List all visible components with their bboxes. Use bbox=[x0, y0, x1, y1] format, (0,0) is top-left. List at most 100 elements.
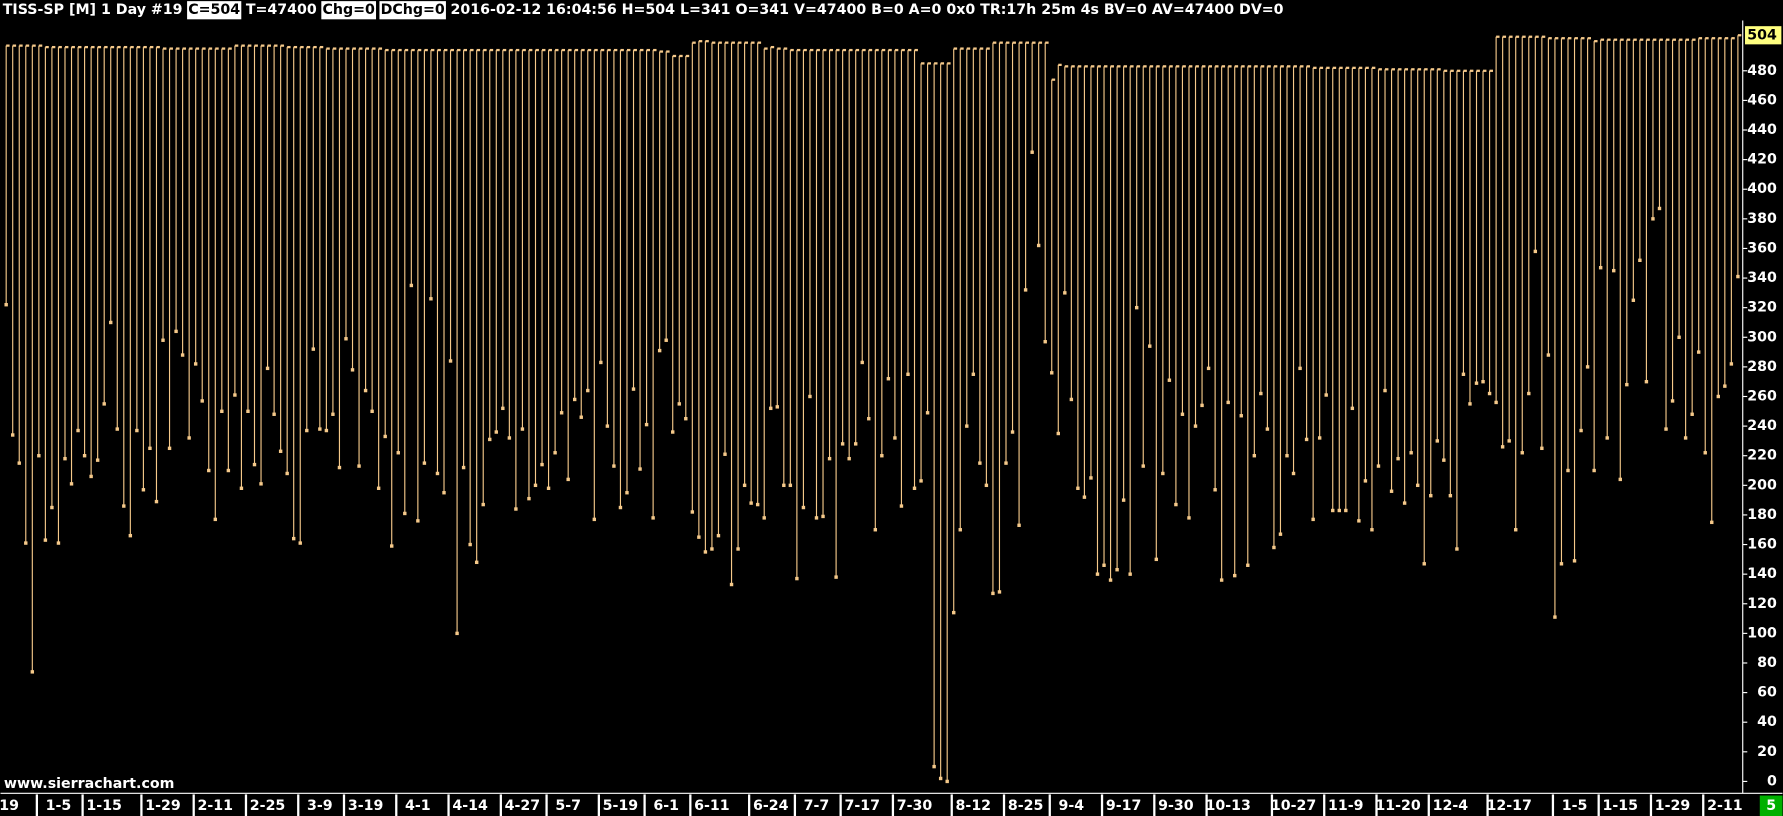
low-dot bbox=[390, 544, 394, 548]
low-dot bbox=[461, 465, 466, 470]
low-dot bbox=[860, 360, 864, 365]
low-dot bbox=[684, 417, 688, 421]
low-dot bbox=[834, 575, 838, 579]
low-dot bbox=[527, 496, 531, 501]
low-dot bbox=[1598, 265, 1603, 270]
low-dot bbox=[978, 461, 982, 465]
low-dot bbox=[1017, 523, 1021, 528]
low-dot bbox=[1023, 288, 1028, 292]
low-dot bbox=[572, 397, 577, 402]
low-dot bbox=[1435, 439, 1440, 443]
low-dot bbox=[1638, 258, 1642, 263]
low-dot bbox=[1455, 547, 1459, 551]
low-dot bbox=[259, 482, 263, 486]
low-dot bbox=[292, 536, 296, 541]
x-tick-label: 3-9 bbox=[307, 798, 333, 814]
low-dot bbox=[1363, 479, 1368, 483]
x-tick-label: 3-19 bbox=[348, 798, 384, 814]
low-dot bbox=[1219, 578, 1224, 582]
low-dot bbox=[1540, 446, 1544, 451]
x-tick-label: 4-1 bbox=[405, 798, 431, 814]
header-box bbox=[379, 1, 446, 20]
low-dot bbox=[1010, 430, 1015, 434]
header-item: Chg=0 bbox=[322, 2, 375, 18]
low-dot bbox=[220, 409, 224, 414]
low-dot bbox=[1141, 464, 1145, 468]
low-dot bbox=[945, 779, 949, 784]
low-dot bbox=[109, 320, 113, 325]
y-tick-label: 340 bbox=[1747, 270, 1777, 286]
x-tick-label: 7-30 bbox=[897, 798, 933, 814]
low-dot bbox=[1357, 519, 1361, 523]
low-dot bbox=[1527, 391, 1531, 396]
low-dot bbox=[448, 359, 453, 363]
low-dot bbox=[1246, 563, 1250, 567]
low-dot bbox=[1723, 384, 1727, 388]
low-dot bbox=[1683, 436, 1688, 440]
low-dot bbox=[1056, 431, 1060, 436]
low-dot bbox=[141, 488, 146, 492]
low-dot bbox=[63, 456, 67, 461]
low-dot bbox=[853, 442, 858, 446]
y-tick-label: 280 bbox=[1747, 359, 1777, 375]
low-dot bbox=[396, 451, 400, 455]
low-dot bbox=[376, 486, 381, 490]
y-tick-label: 40 bbox=[1757, 714, 1777, 730]
low-dot bbox=[37, 454, 41, 458]
low-dot bbox=[1317, 436, 1322, 440]
low-dot bbox=[409, 283, 414, 288]
low-dot bbox=[1200, 403, 1204, 408]
low-dot bbox=[906, 372, 910, 376]
low-dot bbox=[690, 510, 695, 514]
low-dot bbox=[867, 417, 871, 421]
y-tick-label: 120 bbox=[1747, 596, 1777, 612]
low-dot bbox=[455, 631, 459, 636]
low-dot bbox=[1690, 412, 1694, 416]
low-dot bbox=[1213, 488, 1217, 492]
low-dot bbox=[710, 547, 714, 551]
low-dot bbox=[827, 456, 832, 461]
low-dot bbox=[1076, 486, 1080, 490]
low-dot bbox=[148, 446, 152, 451]
header-item: T=47400 bbox=[246, 2, 317, 18]
low-dot bbox=[154, 499, 159, 504]
low-dot bbox=[416, 519, 420, 523]
low-dot bbox=[429, 297, 433, 301]
low-dot bbox=[1605, 436, 1609, 440]
low-dot bbox=[1324, 393, 1328, 397]
y-tick-label: 400 bbox=[1747, 181, 1777, 197]
low-dot bbox=[1448, 493, 1453, 498]
low-dot bbox=[1259, 391, 1263, 396]
low-dot bbox=[716, 533, 721, 538]
low-dot bbox=[782, 483, 786, 488]
x-tick-label: 11-9 bbox=[1328, 798, 1364, 814]
corner-label: 5 bbox=[1766, 798, 1776, 814]
low-dot bbox=[533, 483, 538, 488]
low-dot bbox=[239, 486, 244, 490]
low-dot bbox=[1716, 394, 1721, 399]
low-dot bbox=[840, 442, 845, 446]
x-tick-label: 1-29 bbox=[145, 798, 181, 814]
low-dot bbox=[697, 535, 701, 539]
low-dot bbox=[1468, 402, 1472, 406]
y-tick-label: 420 bbox=[1747, 152, 1777, 168]
low-dot bbox=[762, 516, 766, 520]
low-dot bbox=[265, 366, 270, 371]
y-tick-label: 460 bbox=[1747, 92, 1777, 108]
low-dot bbox=[1415, 483, 1420, 488]
low-dot bbox=[1422, 562, 1426, 566]
low-dot bbox=[122, 504, 126, 508]
low-dot bbox=[1710, 520, 1714, 525]
low-dot bbox=[1546, 353, 1551, 357]
low-dot bbox=[331, 412, 335, 416]
low-dot bbox=[56, 541, 61, 545]
x-tick-label: 5-19 bbox=[603, 798, 639, 814]
low-dot bbox=[4, 303, 8, 307]
low-dot bbox=[442, 491, 446, 495]
low-dot bbox=[1494, 400, 1498, 405]
low-dot bbox=[1121, 498, 1126, 502]
low-dot bbox=[984, 483, 989, 488]
low-dot bbox=[1572, 559, 1577, 563]
low-dot bbox=[370, 409, 374, 414]
x-tick-label: 5-7 bbox=[555, 798, 581, 814]
